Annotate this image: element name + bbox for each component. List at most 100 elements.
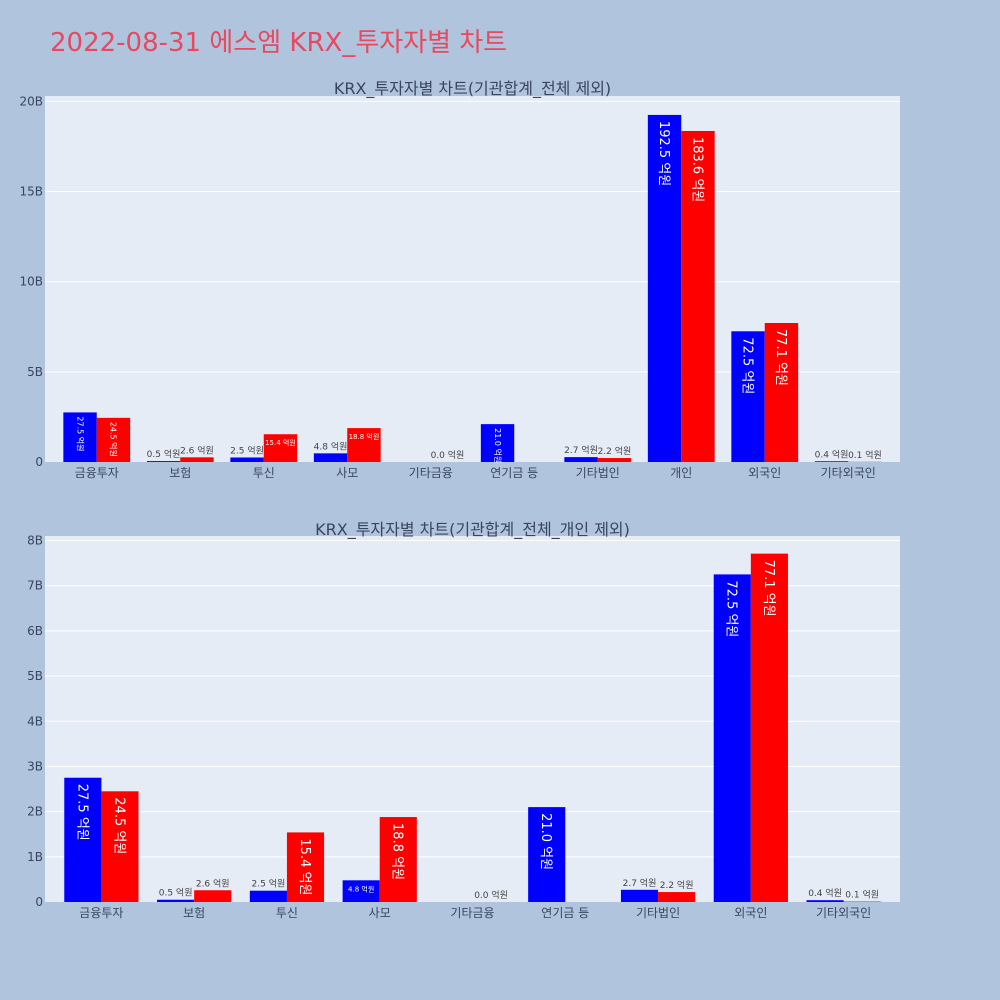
chart-title: KRX_투자자별 차트(기관합계_전체 제외) bbox=[334, 79, 611, 99]
y-tick-label: 4B bbox=[27, 714, 43, 728]
bar bbox=[764, 322, 799, 462]
bar bbox=[647, 114, 682, 463]
data-label: 27.5 억원 bbox=[75, 416, 85, 451]
data-label: 192.5 억원 bbox=[656, 121, 671, 186]
bar bbox=[180, 457, 214, 462]
bar bbox=[313, 453, 348, 462]
data-label: 24.5 억원 bbox=[109, 422, 119, 457]
data-label: 2.5 억원 bbox=[230, 444, 264, 456]
data-label: 2.2 억원 bbox=[598, 445, 632, 457]
x-tick-label: 개인 bbox=[670, 466, 692, 480]
data-label: 24.5 억원 bbox=[111, 797, 126, 854]
y-tick-label: 20B bbox=[19, 94, 43, 108]
y-tick-label: 1B bbox=[27, 850, 43, 864]
x-tick-label: 보험 bbox=[169, 466, 191, 480]
bar bbox=[263, 434, 298, 462]
y-tick-label: 5B bbox=[27, 365, 43, 379]
x-tick-label: 기타외국인 bbox=[816, 906, 871, 920]
y-tick-label: 0 bbox=[35, 455, 43, 469]
bar bbox=[64, 777, 102, 902]
chart-2: KRX_투자자별 차트(기관합계_전체_개인 제외) 0 1B 2B 3B 4B 5B 6B 7… bbox=[27, 520, 900, 920]
data-label: 2.7 억원 bbox=[564, 444, 598, 456]
data-label: 15.4 억원 bbox=[297, 838, 312, 895]
y-tick-label: 3B bbox=[27, 759, 43, 773]
bar bbox=[96, 417, 131, 462]
bar bbox=[146, 461, 181, 462]
data-label: 2.5 억원 bbox=[252, 878, 286, 890]
bar bbox=[658, 892, 696, 902]
bar bbox=[63, 412, 97, 462]
data-label: 0.5 억원 bbox=[159, 887, 193, 899]
data-label: 0.0 억원 bbox=[474, 889, 508, 901]
data-label: 15.4 억원 bbox=[265, 438, 296, 447]
data-label: 18.8 억원 bbox=[390, 823, 405, 880]
bar bbox=[342, 880, 380, 902]
data-label: 4.8 억원 bbox=[314, 440, 348, 452]
bar bbox=[194, 890, 232, 902]
x-tick-label: 연기금 등 bbox=[541, 906, 589, 920]
data-label: 77.1 억원 bbox=[761, 560, 776, 617]
data-label: 0.4 억원 bbox=[808, 887, 842, 899]
bar bbox=[731, 331, 765, 462]
y-tick-label: 2B bbox=[27, 805, 43, 819]
data-label: 18.8 억원 bbox=[349, 432, 380, 441]
data-label: 21.0 억원 bbox=[538, 813, 553, 870]
x-tick-label: 기타법인 bbox=[576, 466, 620, 480]
x-tick-label: 연기금 등 bbox=[490, 466, 538, 480]
x-tick-label: 기타법인 bbox=[636, 906, 680, 920]
y-tick-label: 7B bbox=[27, 579, 43, 593]
bar bbox=[564, 457, 598, 462]
x-tick-label: 사모 bbox=[369, 906, 391, 920]
y-tick-label: 10B bbox=[19, 275, 43, 289]
bar bbox=[347, 428, 381, 462]
data-label: 0.1 억원 bbox=[845, 889, 879, 901]
bar bbox=[814, 461, 849, 462]
bar bbox=[286, 832, 325, 902]
y-tick-label: 0 bbox=[35, 895, 43, 909]
x-tick-label: 기타외국인 bbox=[821, 466, 876, 480]
bar bbox=[480, 424, 515, 462]
bar bbox=[713, 574, 751, 902]
data-label: 183.6 억원 bbox=[689, 137, 704, 202]
x-tick-label: 기타금융 bbox=[409, 466, 453, 480]
data-label: 27.5 억원 bbox=[74, 784, 89, 841]
data-label: 4.8 억원 bbox=[348, 884, 374, 893]
y-tick-label: 5B bbox=[27, 669, 43, 683]
bar bbox=[249, 890, 287, 902]
data-label: 21.0 억원 bbox=[493, 428, 503, 463]
x-tick-label: 기타금융 bbox=[450, 906, 494, 920]
bar bbox=[681, 130, 715, 462]
data-label: 2.7 억원 bbox=[623, 877, 657, 889]
data-label: 2.6 억원 bbox=[196, 877, 230, 889]
data-label: 2.6 억원 bbox=[180, 444, 214, 456]
chart-1: KRX_투자자별 차트(기관합계_전체 제외) 0 5B 10B 15B 20B 금융투자 2… bbox=[19, 79, 900, 480]
bar bbox=[750, 553, 788, 902]
data-label: 0.4 억원 bbox=[815, 448, 849, 460]
bar bbox=[806, 900, 844, 902]
page-title: 2022-08-31 에스엠 KRX_투자자별 차트 bbox=[50, 28, 508, 58]
bar bbox=[620, 889, 659, 902]
data-label: 0.1 억원 bbox=[848, 449, 882, 461]
x-tick-label: 외국인 bbox=[748, 466, 781, 480]
x-tick-label: 사모 bbox=[336, 466, 358, 480]
bar bbox=[101, 791, 139, 902]
x-tick-label: 금융투자 bbox=[79, 906, 123, 920]
y-tick-label: 6B bbox=[27, 624, 43, 638]
x-tick-label: 투신 bbox=[253, 466, 275, 480]
data-label: 0.5 억원 bbox=[147, 448, 181, 460]
y-tick-label: 8B bbox=[27, 534, 43, 548]
bar bbox=[528, 807, 566, 902]
x-tick-label: 투신 bbox=[276, 906, 298, 920]
bar bbox=[157, 899, 195, 902]
x-tick-label: 금융투자 bbox=[75, 466, 119, 480]
bar bbox=[597, 458, 632, 462]
x-tick-label: 보험 bbox=[183, 906, 205, 920]
data-label: 2.2 억원 bbox=[660, 879, 694, 891]
data-label: 72.5 억원 bbox=[740, 337, 755, 394]
x-tick-label: 외국인 bbox=[734, 906, 767, 920]
bar bbox=[379, 817, 417, 902]
data-label: 72.5 억원 bbox=[724, 580, 739, 637]
bar bbox=[230, 457, 264, 462]
data-label: 77.1 억원 bbox=[773, 329, 788, 386]
